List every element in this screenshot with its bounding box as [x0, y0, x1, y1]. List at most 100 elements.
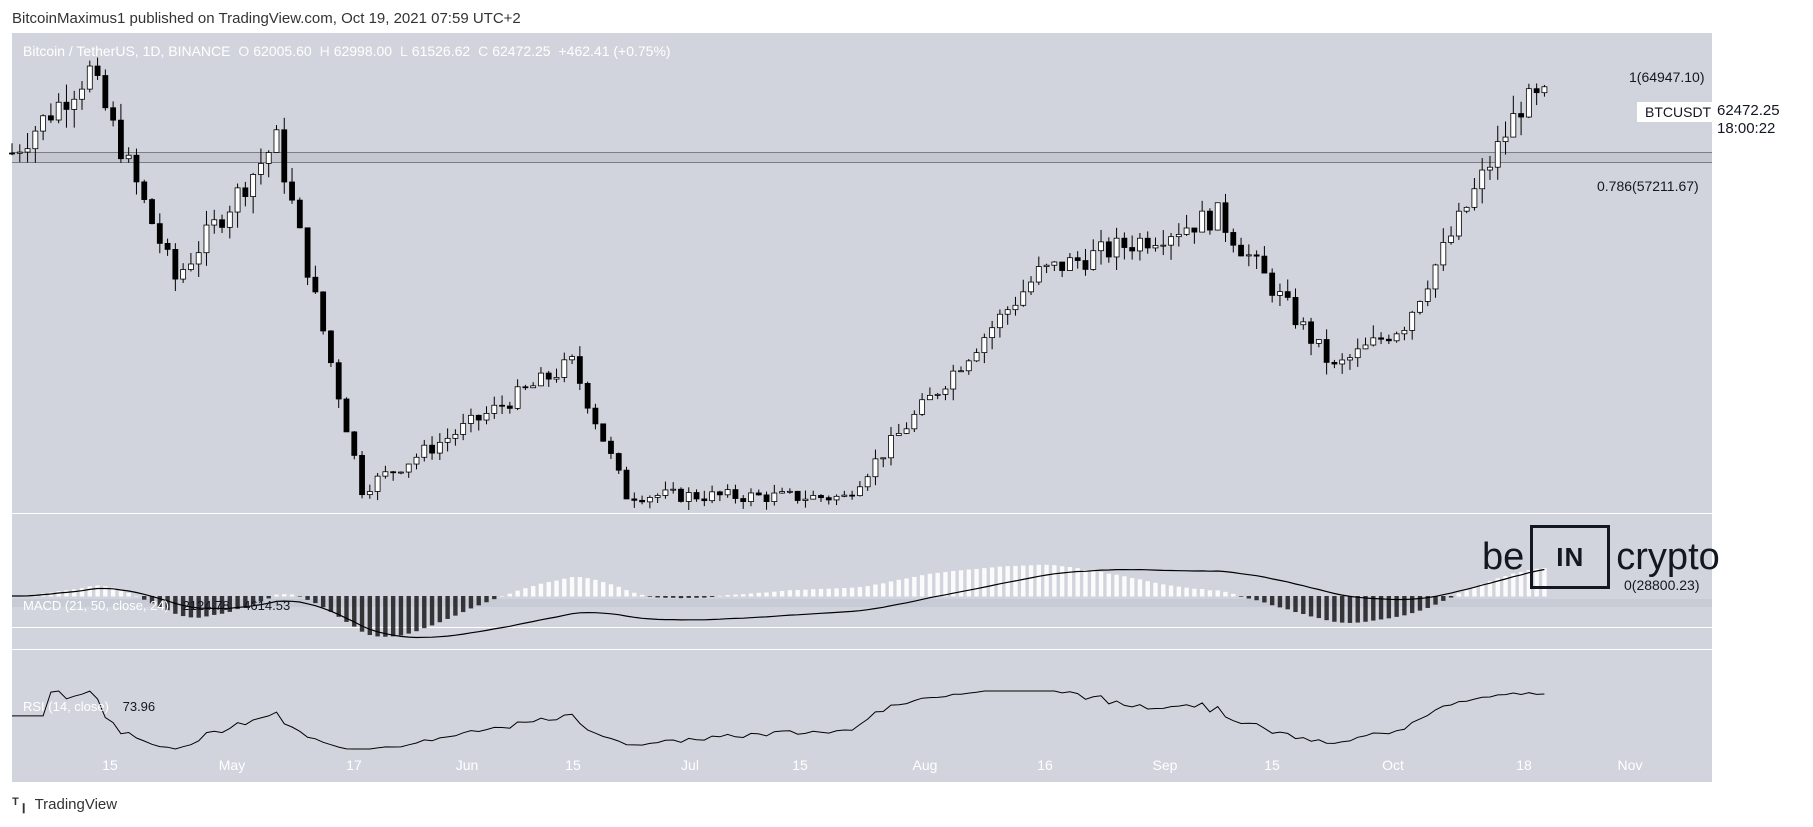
- candle-body: [1168, 236, 1174, 246]
- macd-histogram-bar: [1036, 564, 1042, 597]
- candle-body: [1012, 304, 1019, 311]
- candle-body: [1152, 245, 1159, 249]
- candle-body: [102, 75, 109, 109]
- macd-histogram-bar: [974, 568, 979, 597]
- macd-histogram-bar: [1277, 596, 1283, 608]
- macd-histogram-bar: [1464, 590, 1469, 597]
- candle-body: [997, 313, 1003, 329]
- x-tick: 15: [792, 757, 808, 773]
- footer[interactable]: ᵀ╷ TradingView: [12, 794, 117, 814]
- candle-body: [623, 469, 630, 500]
- candle-body: [709, 491, 715, 502]
- rsi-line: [12, 690, 1545, 750]
- candle-body: [701, 498, 708, 502]
- macd-histogram-bar: [1371, 596, 1376, 621]
- macd-histogram-bar: [390, 596, 396, 637]
- candle-body: [1253, 254, 1260, 257]
- macd-histogram-bar: [414, 596, 419, 632]
- pane-separator: [12, 513, 1712, 514]
- macd-histogram-bar: [453, 596, 458, 616]
- macd-histogram-bar: [764, 592, 769, 597]
- macd-histogram-bar: [530, 586, 536, 597]
- x-tick: 18: [1516, 757, 1532, 773]
- candle-body: [398, 471, 404, 474]
- y-tick: 56000.00: [1738, 194, 1793, 209]
- candle-body: [903, 428, 910, 434]
- candle-body: [958, 370, 964, 373]
- candle-body: [1370, 337, 1377, 346]
- candle-body: [530, 385, 537, 389]
- fib-mid-label: 0.786(57211.67): [1597, 178, 1699, 194]
- candle-body: [685, 492, 692, 502]
- candle-body: [841, 494, 848, 497]
- candle-body: [242, 187, 249, 197]
- candle-body: [1082, 260, 1089, 270]
- candle-body: [1463, 206, 1470, 212]
- macd-histogram-bar: [546, 582, 551, 597]
- macd-histogram-bar: [1021, 565, 1026, 597]
- candle-body: [1105, 241, 1112, 258]
- macd-histogram-bar: [1456, 593, 1462, 597]
- macd-histogram-bar: [756, 592, 761, 597]
- macd-histogram-bar: [328, 596, 334, 612]
- macd-histogram-bar: [1067, 567, 1073, 597]
- candle-body: [343, 398, 350, 433]
- candle-body: [1035, 266, 1042, 283]
- macd-histogram-bar: [1339, 596, 1345, 623]
- macd-histogram-bar: [1402, 596, 1407, 616]
- macd-histogram-bar: [562, 578, 567, 597]
- candle-body: [1067, 257, 1073, 271]
- x-tick: 17: [346, 757, 362, 773]
- macd-histogram-bar: [554, 580, 559, 597]
- candle-body: [576, 356, 583, 384]
- change-value: +462.41 (+0.75%): [558, 43, 671, 59]
- candle-body: [125, 154, 132, 160]
- macd-histogram-bar: [608, 584, 614, 597]
- macd-histogram-bar: [1293, 596, 1298, 613]
- candle-body: [460, 423, 467, 435]
- candle-body: [203, 224, 210, 254]
- price-axis[interactable]: USDT 68000.00 64000.00 60000.00 56000.00…: [1712, 28, 1813, 782]
- candle-body: [164, 242, 171, 250]
- candle-body: [1385, 338, 1392, 342]
- macd-histogram-bar: [1052, 565, 1057, 597]
- candle-body: [1401, 329, 1408, 335]
- candle-body: [1098, 241, 1104, 252]
- macd-histogram-bar: [142, 596, 147, 600]
- candle-body: [1191, 227, 1198, 233]
- candle-body: [600, 423, 607, 442]
- candle-body: [374, 475, 381, 492]
- macd-histogram-bar: [951, 570, 956, 597]
- x-tick: 15: [102, 757, 118, 773]
- candle-body: [771, 492, 778, 502]
- candle-body: [328, 330, 334, 364]
- open-value: 62005.60: [253, 43, 312, 59]
- macd-histogram-bar: [1448, 596, 1454, 598]
- macd-histogram-bar: [577, 577, 583, 597]
- macd-histogram-bar: [1184, 587, 1189, 597]
- macd-histogram-bar: [569, 577, 575, 597]
- macd-histogram-bar: [492, 596, 497, 600]
- y-tick: 32000.00: [1738, 529, 1793, 544]
- macd-histogram-bar: [982, 568, 987, 597]
- macd-histogram-bar: [1301, 596, 1306, 615]
- candle-body: [1471, 188, 1478, 208]
- macd-histogram-bar: [639, 594, 645, 597]
- legend-symbol: Bitcoin / TetherUS, 1D, BINANCE: [23, 43, 231, 59]
- candle-body: [32, 130, 39, 150]
- macd-histogram-bar: [1479, 583, 1485, 597]
- candle-body: [864, 476, 871, 488]
- macd-label: MACD (21, 50, close, 24): [23, 598, 169, 613]
- candle-body: [86, 65, 93, 90]
- candle-body: [1354, 348, 1361, 359]
- candle-body: [289, 181, 295, 201]
- macd-histogram-bar: [709, 596, 715, 597]
- candle-body: [942, 388, 949, 395]
- candle-body: [444, 437, 451, 443]
- candle-body: [133, 154, 140, 183]
- macd-histogram-bar: [87, 586, 92, 597]
- macd-histogram-bar: [857, 587, 863, 597]
- candle-body: [413, 456, 420, 465]
- macd-histogram-bar: [1487, 581, 1493, 597]
